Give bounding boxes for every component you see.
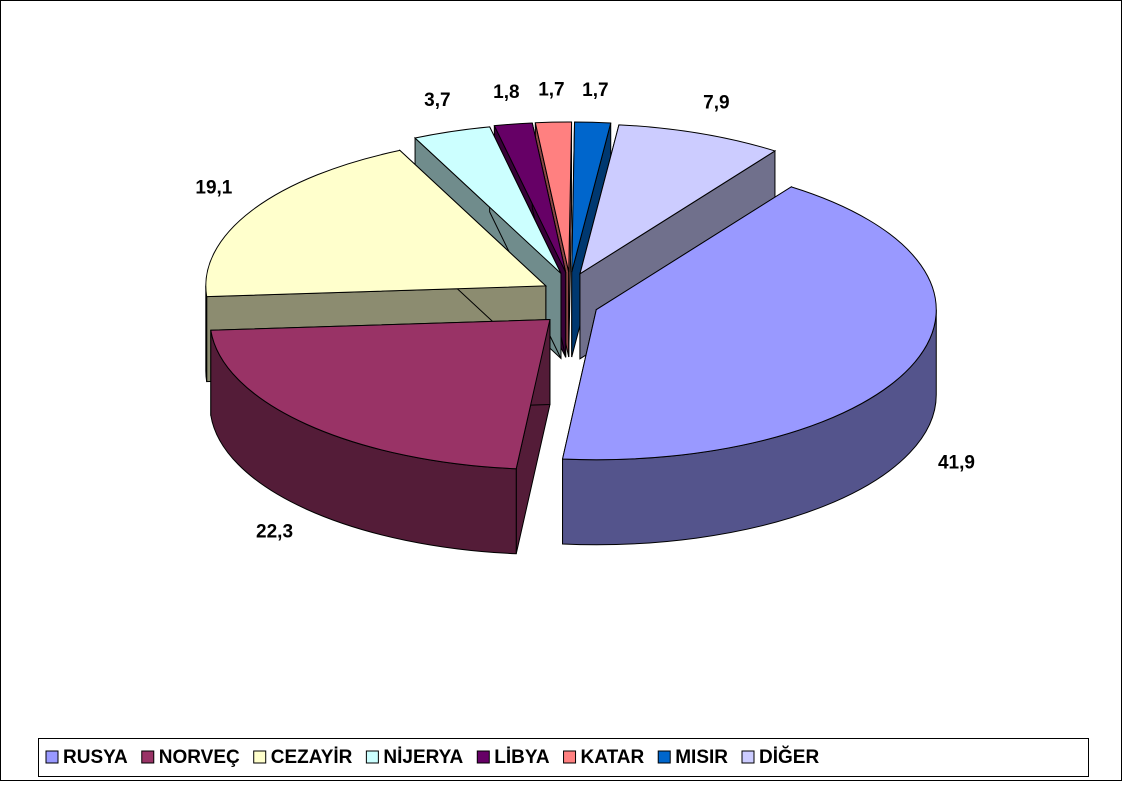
- data-label: 1,8: [493, 82, 519, 103]
- legend-swatch: [365, 750, 379, 764]
- legend-label: RUSYA: [63, 747, 128, 768]
- legend-swatch: [563, 750, 577, 764]
- slice: [571, 121, 612, 273]
- legend-swatch: [141, 750, 155, 764]
- legend-label: KATAR: [581, 747, 645, 768]
- legend-label: NİJERYA: [383, 747, 463, 768]
- data-label: 1,7: [538, 80, 564, 101]
- slice: [493, 122, 567, 273]
- data-label: 1,7: [582, 80, 608, 101]
- data-label: 19,1: [195, 178, 232, 199]
- legend-swatch: [45, 750, 59, 764]
- legend-swatch: [657, 750, 671, 764]
- legend-swatch: [253, 750, 267, 764]
- slice: [205, 149, 548, 298]
- legend-label: NORVEÇ: [159, 747, 240, 768]
- legend-swatch: [476, 750, 490, 764]
- slice: [534, 121, 573, 273]
- legend-label: CEZAYİR: [271, 747, 353, 768]
- slice-wall: [205, 285, 208, 382]
- legend-label: LİBYA: [494, 747, 550, 768]
- data-label: 22,3: [256, 522, 293, 543]
- data-label: 3,7: [424, 90, 450, 111]
- slice-group: [561, 185, 937, 546]
- slice: [561, 186, 937, 461]
- slice: [414, 126, 562, 274]
- slice: [210, 319, 551, 470]
- data-label: 7,9: [703, 92, 729, 113]
- data-label: 41,9: [938, 453, 975, 474]
- legend-label: MISIR: [675, 747, 728, 768]
- slice: [579, 124, 777, 275]
- legend-label: DİĞER: [759, 746, 819, 768]
- slice-group: [210, 319, 551, 555]
- legend-swatch: [741, 750, 755, 764]
